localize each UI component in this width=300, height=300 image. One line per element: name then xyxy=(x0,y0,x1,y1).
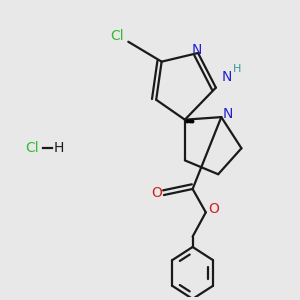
Text: N: N xyxy=(221,70,232,84)
Text: H: H xyxy=(233,64,242,74)
Text: N: N xyxy=(191,43,202,56)
Text: Cl: Cl xyxy=(26,141,39,155)
Text: Cl: Cl xyxy=(111,29,124,43)
Text: N: N xyxy=(222,106,233,121)
Text: O: O xyxy=(208,202,219,216)
Text: O: O xyxy=(151,186,162,200)
Text: H: H xyxy=(53,141,64,155)
